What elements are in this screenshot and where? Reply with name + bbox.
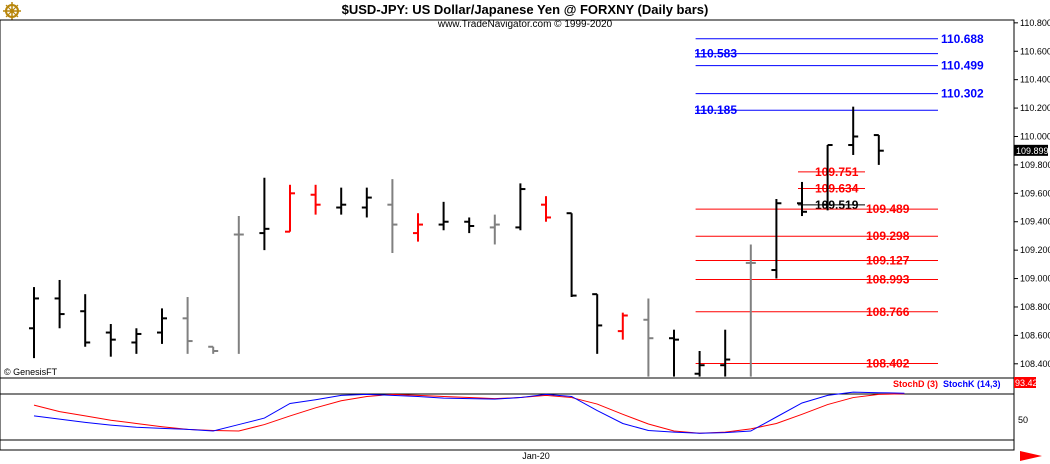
level-label: 109.127 [866, 254, 910, 268]
ohlc-bar [233, 216, 244, 354]
ohlc-bar [745, 244, 756, 377]
ohlc-bar [259, 177, 270, 251]
scroll-right-arrow-icon[interactable] [1020, 451, 1042, 461]
level-label: 109.519 [815, 198, 859, 212]
level-label: 110.583 [694, 47, 737, 61]
header: $USD-JPY: US Dollar/Japanese Yen @ FORXN… [3, 2, 708, 30]
stoch-series-line [33, 391, 905, 434]
watermark: © GenesisFT [4, 367, 58, 377]
ohlc-bar [848, 106, 859, 155]
ohlc-bar [822, 144, 833, 211]
price-tick-label: 110.000 [1020, 131, 1050, 141]
ohlc-bar [361, 187, 372, 218]
price-tick-label: 109.000 [1020, 274, 1050, 284]
ohlc-bar [873, 134, 884, 165]
ohlc-bar [80, 294, 91, 347]
ohlc-bars [29, 106, 884, 377]
stoch-value-badge [1014, 377, 1036, 388]
level-label: 109.634 [815, 181, 859, 195]
ohlc-bar [29, 287, 39, 359]
stoch-pane-frame [0, 377, 1015, 451]
stoch-last-value: 93.42 [1015, 378, 1038, 388]
legend-stochd: StochD (3) [893, 379, 938, 389]
level-label: 109.751 [815, 165, 859, 179]
ohlc-bar [464, 217, 475, 234]
ohlc-bar [336, 187, 347, 215]
ohlc-bar [105, 324, 116, 357]
ohlc-bar [617, 312, 628, 340]
ohlc-bar [413, 213, 423, 242]
price-tick-label: 108.400 [1020, 359, 1050, 369]
ohlc-bar [515, 183, 526, 231]
price-tick-label: 109.600 [1020, 188, 1050, 198]
price-tick-label: 109.800 [1020, 160, 1050, 170]
level-label: 108.766 [866, 305, 910, 319]
ohlc-bar [285, 184, 295, 233]
stoch-tick-50: 50 [1018, 415, 1028, 425]
ohlc-bar [592, 293, 603, 354]
level-label: 108.402 [866, 357, 910, 371]
ohlc-bar [771, 199, 782, 279]
ohlc-bar [489, 214, 500, 245]
ohlc-bar [208, 345, 219, 354]
price-tick-label: 110.600 [1020, 46, 1050, 56]
chart-subtitle: www.TradeNavigator.com © 1999-2020 [437, 19, 613, 30]
ohlc-bar [669, 329, 679, 377]
stoch-lines [33, 391, 905, 434]
ohlc-bar [387, 179, 398, 253]
price-pane-frame [0, 19, 1015, 379]
ohlc-bar [182, 297, 193, 354]
date-label-jan20: Jan-20 [522, 451, 550, 461]
ohlc-bar [720, 329, 731, 377]
level-label: 110.499 [941, 59, 984, 73]
level-label: 110.688 [941, 32, 984, 46]
price-tick-label: 109.400 [1020, 217, 1050, 227]
chart-title: $USD-JPY: US Dollar/Japanese Yen @ FORXN… [342, 2, 709, 17]
level-label: 108.993 [866, 273, 910, 287]
level-label: 110.185 [694, 103, 737, 117]
price-tick-label: 109.200 [1020, 245, 1050, 255]
price-tick-label: 110.200 [1020, 103, 1050, 113]
ohlc-bar [566, 212, 577, 298]
last-price-badge: 109.899 [1014, 144, 1049, 156]
price-tick-label: 108.800 [1020, 302, 1050, 312]
level-label: 109.489 [866, 202, 910, 216]
price-axis: 110.800 110.600 110.400 110.200 110.000 109.8… [1014, 18, 1050, 369]
last-price-value: 109.899 [1016, 146, 1049, 156]
ohlc-bar [157, 308, 167, 344]
ohlc-bar [310, 184, 321, 215]
level-label: 110.302 [941, 87, 984, 101]
ohlc-bar [54, 279, 65, 329]
ohlc-bar [131, 328, 142, 354]
level-label: 109.298 [866, 229, 910, 243]
ohlc-bar [541, 196, 551, 222]
ohlc-bar [643, 298, 654, 377]
stoch-series-line [33, 393, 905, 434]
price-tick-label: 108.600 [1020, 330, 1050, 340]
ohlc-bar [438, 201, 449, 231]
price-tick-label: 110.400 [1020, 75, 1050, 85]
ohlc-bar [694, 351, 705, 377]
levels: 110.688 110.583 110.499 110.302 110.185 109.7… [694, 32, 984, 371]
ship-wheel-icon[interactable] [3, 2, 21, 20]
price-tick-label: 110.800 [1020, 18, 1050, 28]
ohlc-bar [797, 181, 807, 217]
legend-stochk: StochK (14,3) [943, 379, 1001, 389]
